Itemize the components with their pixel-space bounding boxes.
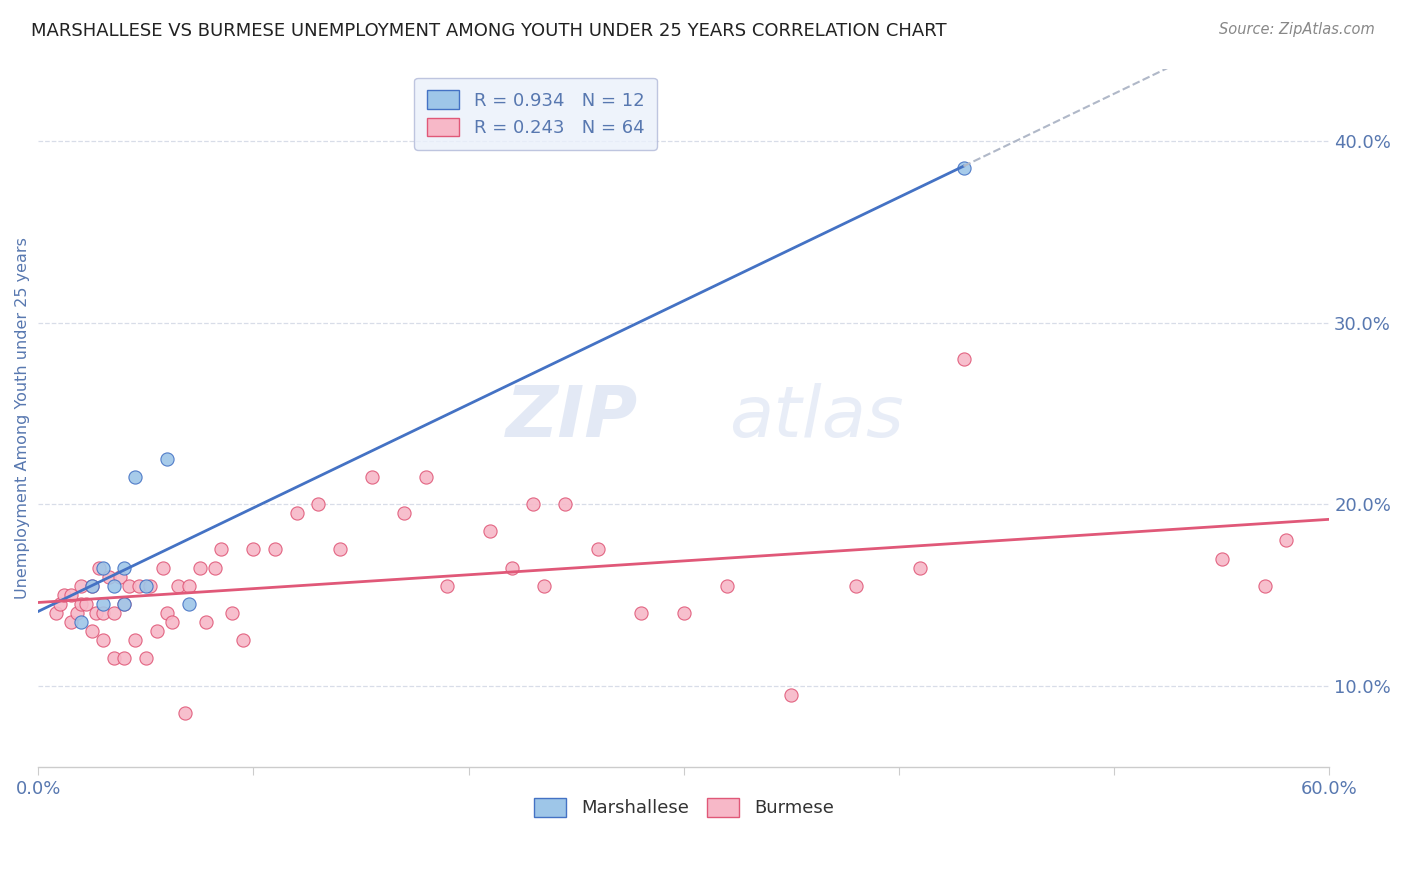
Point (716, 579, 738, 593)
Point (98, 570, 121, 584)
Point (173, 706, 195, 720)
Point (103, 579, 125, 593)
Point (91, 633, 114, 648)
Point (533, 579, 555, 593)
Point (112, 597, 135, 611)
Point (630, 606, 652, 620)
Point (59, 588, 82, 602)
Y-axis label: Unemployment Among Youth under 25 years: Unemployment Among Youth under 25 years (15, 237, 30, 599)
Point (82, 579, 104, 593)
Point (221, 606, 243, 620)
Point (845, 579, 868, 593)
Point (118, 579, 141, 593)
Text: ZIP: ZIP (506, 384, 638, 452)
Point (586, 542, 609, 557)
Point (45, 606, 67, 620)
Point (780, 688, 803, 702)
Point (242, 542, 264, 557)
Point (66, 606, 89, 620)
Point (501, 560, 523, 574)
Point (1211, 551, 1233, 566)
Point (204, 560, 226, 574)
Point (392, 506, 415, 520)
Point (53, 588, 76, 602)
Point (70, 579, 93, 593)
Point (1254, 579, 1277, 593)
Point (554, 497, 576, 511)
Point (177, 597, 200, 611)
Point (82, 579, 104, 593)
Point (910, 560, 932, 574)
Point (307, 497, 329, 511)
Point (167, 579, 190, 593)
Point (195, 615, 218, 629)
Point (108, 570, 131, 584)
Point (152, 560, 174, 574)
Text: atlas: atlas (728, 384, 904, 452)
Point (70, 615, 93, 629)
Point (1275, 533, 1298, 548)
Point (952, 351, 974, 366)
Text: MARSHALLESE VS BURMESE UNEMPLOYMENT AMONG YOUTH UNDER 25 YEARS CORRELATION CHART: MARSHALLESE VS BURMESE UNEMPLOYMENT AMON… (31, 22, 946, 40)
Point (87, 560, 110, 574)
Point (128, 579, 150, 593)
Point (479, 524, 502, 539)
Point (156, 451, 179, 466)
Point (103, 606, 125, 620)
Text: Source: ZipAtlas.com: Source: ZipAtlas.com (1219, 22, 1375, 37)
Point (160, 615, 183, 629)
Point (75, 597, 97, 611)
Point (82, 624, 104, 639)
Point (135, 651, 157, 665)
Point (124, 470, 146, 484)
Point (139, 579, 162, 593)
Point (112, 597, 135, 611)
Point (91, 560, 114, 574)
Point (232, 633, 254, 648)
Point (112, 560, 135, 574)
Point (188, 560, 211, 574)
Point (285, 506, 308, 520)
Point (70, 597, 93, 611)
Point (360, 470, 382, 484)
Point (49, 597, 72, 611)
Point (103, 651, 125, 665)
Legend: Marshallese, Burmese: Marshallese, Burmese (527, 791, 841, 824)
Point (952, 161, 974, 176)
Point (672, 606, 695, 620)
Point (156, 606, 179, 620)
Point (135, 579, 157, 593)
Point (59, 615, 82, 629)
Point (86, 606, 108, 620)
Point (124, 633, 146, 648)
Point (112, 651, 135, 665)
Point (329, 542, 352, 557)
Point (145, 624, 167, 639)
Point (264, 542, 287, 557)
Point (415, 470, 437, 484)
Point (91, 606, 114, 620)
Point (91, 597, 114, 611)
Point (522, 497, 544, 511)
Point (436, 579, 458, 593)
Point (209, 542, 232, 557)
Point (177, 579, 200, 593)
